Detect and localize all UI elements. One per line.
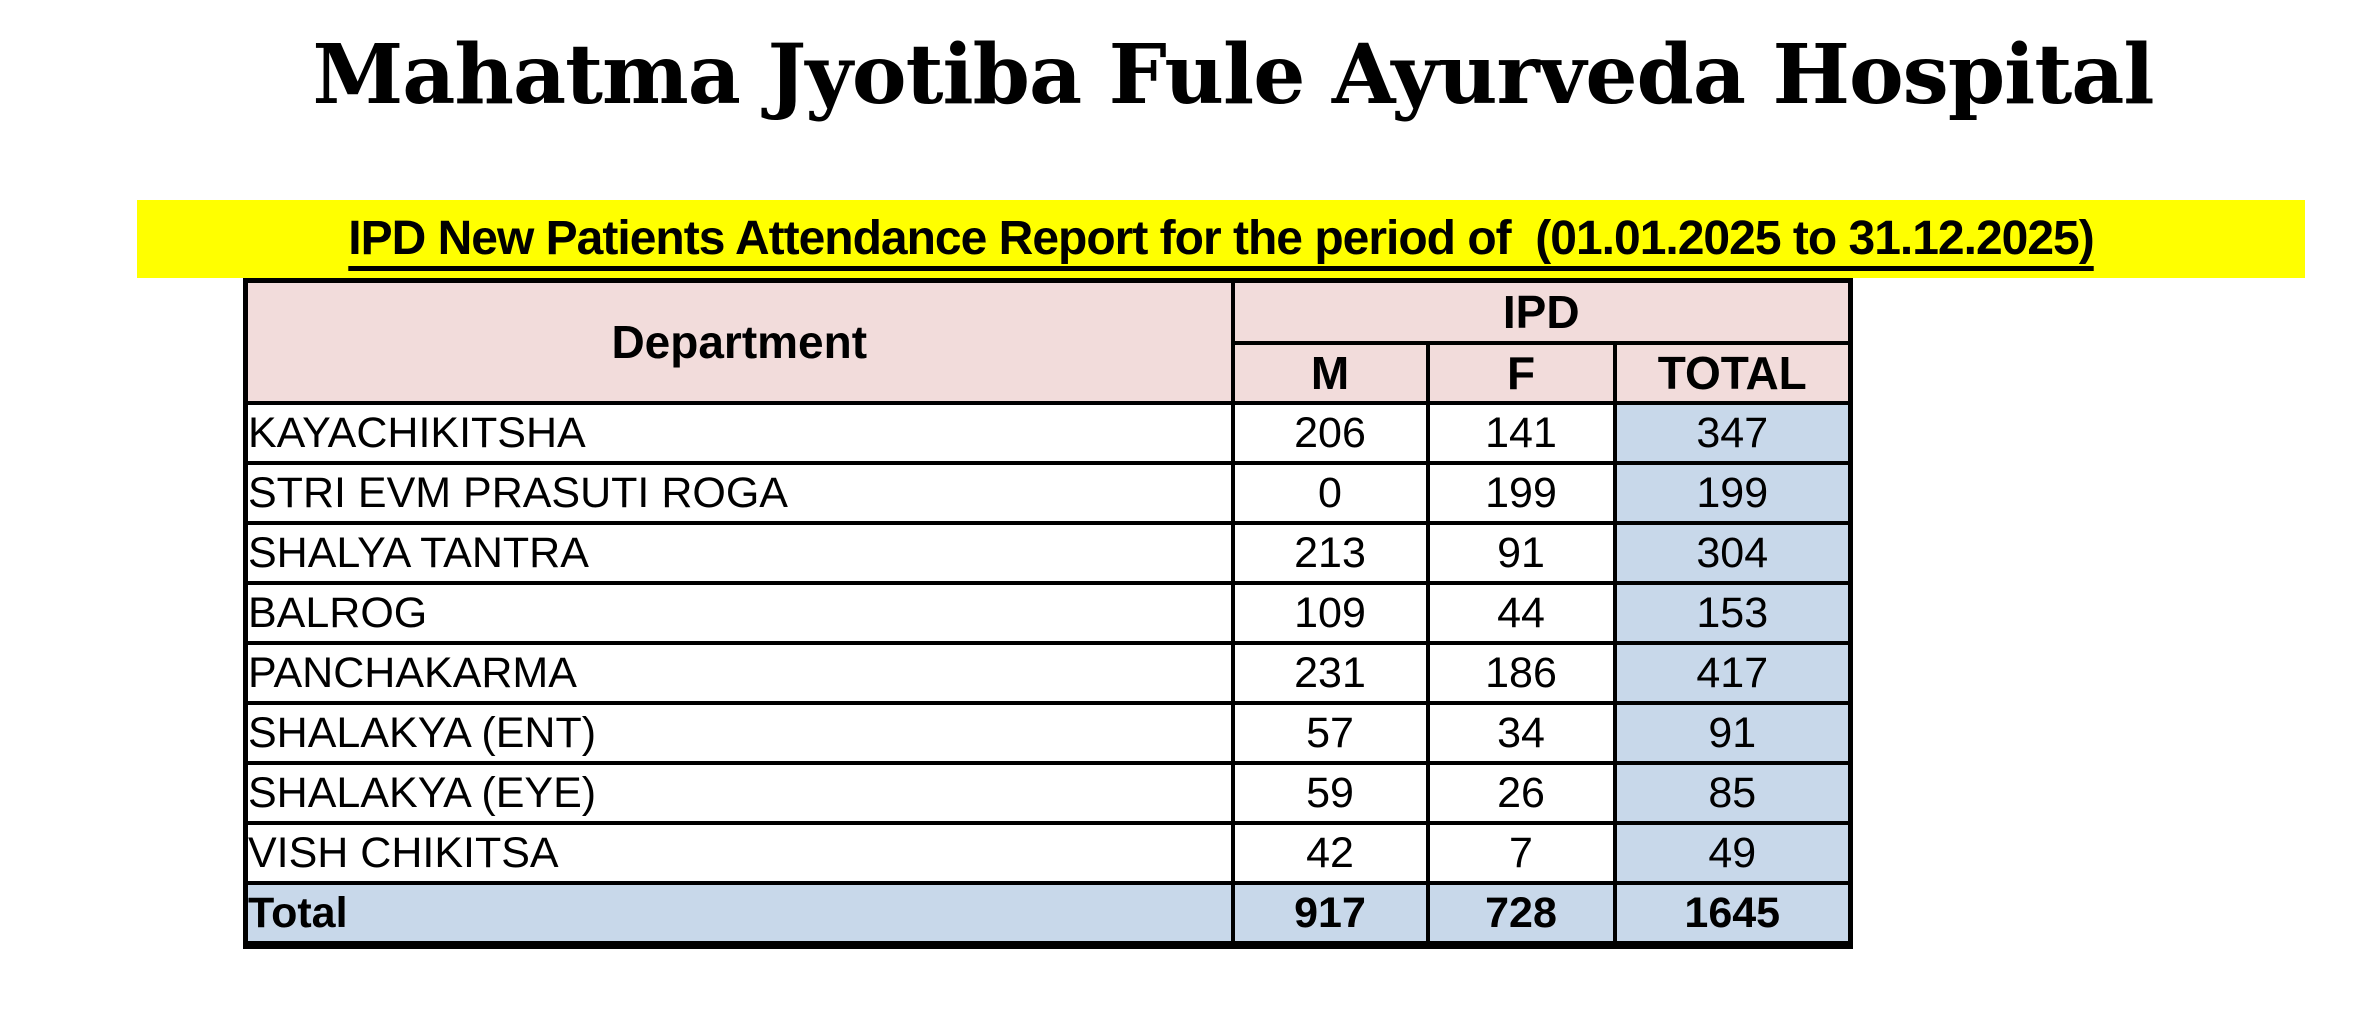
- grand-total-male: 917: [1230, 881, 1430, 947]
- grand-total-row: Total 917 728 1645: [243, 881, 1853, 947]
- male-count-cell: 206: [1230, 401, 1430, 465]
- male-count-cell: 57: [1230, 701, 1430, 765]
- female-count-cell: 141: [1425, 401, 1617, 465]
- male-count-cell: 231: [1230, 641, 1430, 705]
- total-count-cell: 417: [1612, 641, 1853, 705]
- table-row: SHALAKYA (ENT) 57 34 91: [243, 701, 1853, 765]
- total-count-cell: 347: [1612, 401, 1853, 465]
- table-row: SHALYA TANTRA 213 91 304: [243, 521, 1853, 585]
- male-count-cell: 109: [1230, 581, 1430, 645]
- table-header-group-row: Department IPD: [243, 278, 1853, 405]
- total-count-cell: 153: [1612, 581, 1853, 645]
- female-count-cell: 26: [1425, 761, 1617, 825]
- table-row: KAYACHIKITSHA 206 141 347: [243, 401, 1853, 465]
- ipd-group-header: IPD: [1230, 278, 1853, 345]
- department-cell: KAYACHIKITSHA: [243, 401, 1235, 465]
- column-header-f: F: [1425, 341, 1617, 405]
- female-count-cell: 34: [1425, 701, 1617, 765]
- female-count-cell: 91: [1425, 521, 1617, 585]
- total-count-cell: 49: [1612, 821, 1853, 885]
- report-banner: IPD New Patients Attendance Report for t…: [137, 200, 2305, 278]
- male-count-cell: 0: [1230, 461, 1430, 525]
- table-row: STRI EVM PRASUTI ROGA 0 199 199: [243, 461, 1853, 525]
- table-row: BALROG 109 44 153: [243, 581, 1853, 645]
- grand-total-all: 1645: [1612, 881, 1853, 947]
- report-banner-text: IPD New Patients Attendance Report for t…: [348, 212, 2094, 265]
- male-count-cell: 213: [1230, 521, 1430, 585]
- column-header-m: M: [1230, 341, 1430, 405]
- department-cell: BALROG: [243, 581, 1235, 645]
- total-count-cell: 91: [1612, 701, 1853, 765]
- department-cell: STRI EVM PRASUTI ROGA: [243, 461, 1235, 525]
- attendance-table: Department IPD M F TOTAL KAYACHIKITSHA 2…: [243, 278, 1853, 949]
- male-count-cell: 59: [1230, 761, 1430, 825]
- department-cell: VISH CHIKITSA: [243, 821, 1235, 885]
- department-cell: SHALAKYA (EYE): [243, 761, 1235, 825]
- female-count-cell: 199: [1425, 461, 1617, 525]
- total-count-cell: 85: [1612, 761, 1853, 825]
- department-cell: SHALAKYA (ENT): [243, 701, 1235, 765]
- table-row: PANCHAKARMA 231 186 417: [243, 641, 1853, 705]
- table-row: VISH CHIKITSA 42 7 49: [243, 821, 1853, 885]
- department-column-header: Department: [243, 278, 1235, 405]
- female-count-cell: 7: [1425, 821, 1617, 885]
- department-cell: PANCHAKARMA: [243, 641, 1235, 705]
- total-count-cell: 304: [1612, 521, 1853, 585]
- female-count-cell: 44: [1425, 581, 1617, 645]
- department-cell: SHALYA TANTRA: [243, 521, 1235, 585]
- table-row: SHALAKYA (EYE) 59 26 85: [243, 761, 1853, 825]
- table-header-columns-row: M F TOTAL: [246, 341, 1853, 405]
- female-count-cell: 186: [1425, 641, 1617, 705]
- male-count-cell: 42: [1230, 821, 1430, 885]
- grand-total-label: Total: [243, 881, 1235, 947]
- total-count-cell: 199: [1612, 461, 1853, 525]
- column-header-total: TOTAL: [1612, 341, 1853, 405]
- page-title: Mahatma Jyotiba Fule Ayurveda Hospital: [312, 27, 2155, 123]
- grand-total-female: 728: [1425, 881, 1617, 947]
